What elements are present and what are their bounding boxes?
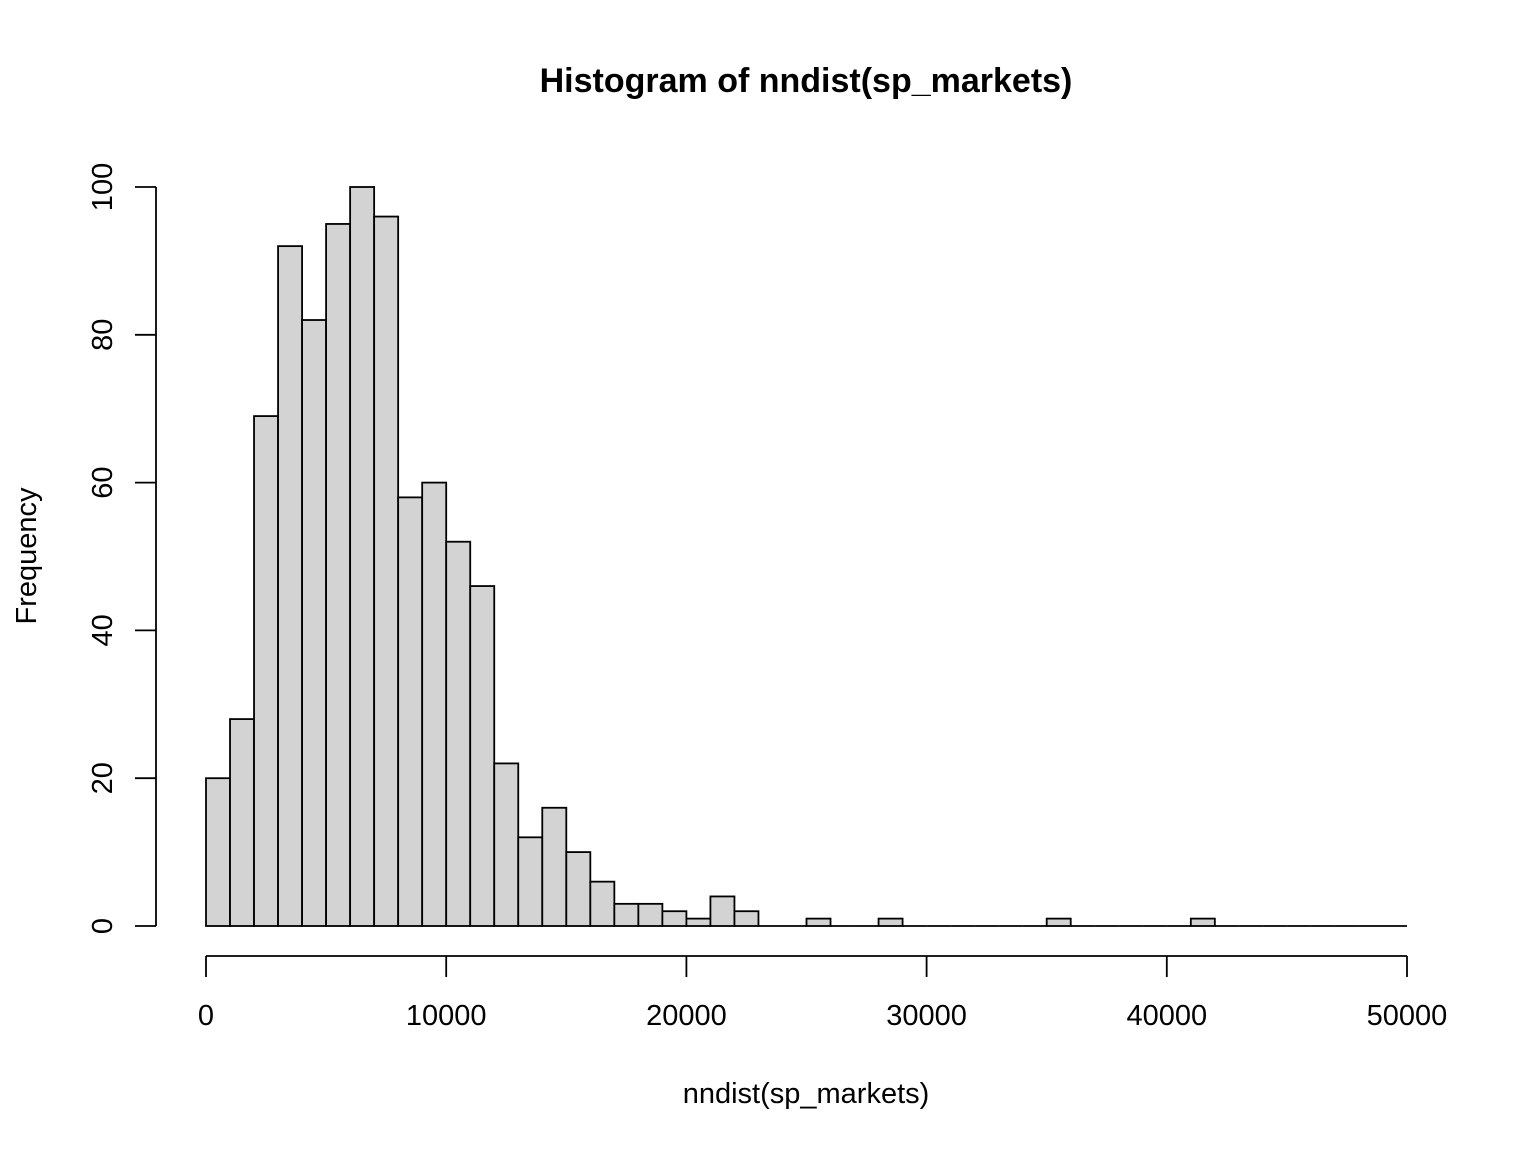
x-tick-label: 0 (198, 1000, 214, 1032)
histogram-bar (229, 718, 255, 927)
x-tick-label: 50000 (1367, 1000, 1448, 1032)
histogram-bar (613, 902, 640, 927)
histogram-bar (349, 186, 376, 927)
histogram-bar (253, 415, 279, 927)
histogram-bar (301, 319, 327, 927)
histogram-bar (205, 777, 231, 927)
histogram-bar (1189, 917, 1216, 927)
x-tick-label: 40000 (1126, 1000, 1207, 1032)
histogram-bar (805, 917, 832, 927)
y-axis: 0 20 40 60 80 100 (87, 163, 157, 934)
x-tick-label: 10000 (406, 1000, 487, 1032)
histogram-bar (517, 836, 544, 927)
histogram-bar (1045, 917, 1072, 927)
histogram-bar (373, 215, 400, 927)
x-tick-label: 20000 (646, 1000, 727, 1032)
y-tick-label: 60 (87, 466, 119, 498)
histogram-bar (685, 917, 712, 927)
x-axis-label: nndist(sp_markets) (683, 1078, 930, 1110)
y-tick-label: 0 (87, 918, 119, 934)
histogram-bar (637, 902, 664, 927)
histogram-bar (397, 496, 424, 927)
histogram-bar (325, 223, 352, 927)
y-tick-label: 100 (87, 163, 119, 211)
histogram-bar (277, 245, 303, 927)
histogram-bar (421, 481, 448, 927)
y-tick-label: 80 (87, 319, 119, 351)
histogram-bar (877, 917, 904, 927)
chart-title: Histogram of nndist(sp_markets) (540, 62, 1073, 100)
histogram-bar (445, 540, 472, 927)
histogram-bar (661, 910, 688, 927)
bars-group (205, 186, 1407, 927)
histogram-bar (709, 895, 736, 927)
y-tick-label: 20 (87, 762, 119, 794)
histogram-bar (565, 851, 592, 927)
histogram-bar (469, 585, 496, 927)
histogram-bar (493, 762, 520, 927)
histogram-bar (733, 910, 760, 927)
histogram-bar (589, 880, 616, 927)
histogram-bar (541, 806, 568, 927)
x-axis: 0 10000 20000 30000 40000 50000 (198, 955, 1448, 1032)
y-tick-label: 40 (87, 614, 119, 646)
x-tick-label: 30000 (886, 1000, 967, 1032)
y-axis-label: Frequency (11, 487, 43, 625)
